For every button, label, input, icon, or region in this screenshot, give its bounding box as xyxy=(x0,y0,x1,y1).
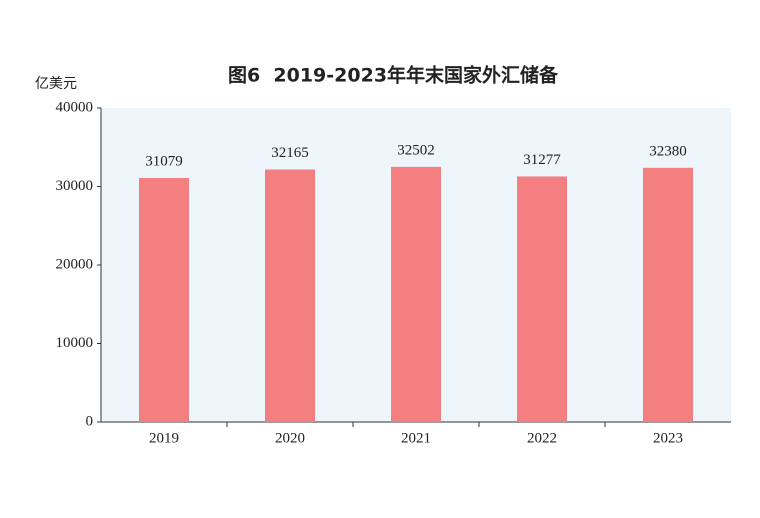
data-label: 31079 xyxy=(145,153,183,169)
bar xyxy=(391,166,441,422)
bar xyxy=(139,178,189,422)
x-tick-label: 2019 xyxy=(149,430,179,446)
data-label: 32380 xyxy=(649,143,687,159)
x-tick-label: 2020 xyxy=(275,430,305,446)
x-tick-label: 2021 xyxy=(401,430,431,446)
x-tick-label: 2022 xyxy=(527,430,557,446)
y-tick-label: 30000 xyxy=(56,178,94,194)
y-axis-label: 亿美元 xyxy=(35,76,77,92)
y-tick-label: 40000 xyxy=(56,99,94,115)
data-label: 32165 xyxy=(271,145,309,161)
data-label: 32502 xyxy=(397,142,435,158)
y-tick-label: 10000 xyxy=(56,335,94,351)
bar xyxy=(517,176,567,422)
chart-title: 图6 2019-2023年年末国家外汇储备 xyxy=(228,64,559,87)
bar xyxy=(643,167,693,422)
bar xyxy=(265,169,315,422)
y-tick-label: 20000 xyxy=(56,256,94,272)
y-tick-label: 0 xyxy=(86,413,94,429)
data-label: 31277 xyxy=(523,152,561,168)
x-tick-label: 2023 xyxy=(653,430,683,446)
